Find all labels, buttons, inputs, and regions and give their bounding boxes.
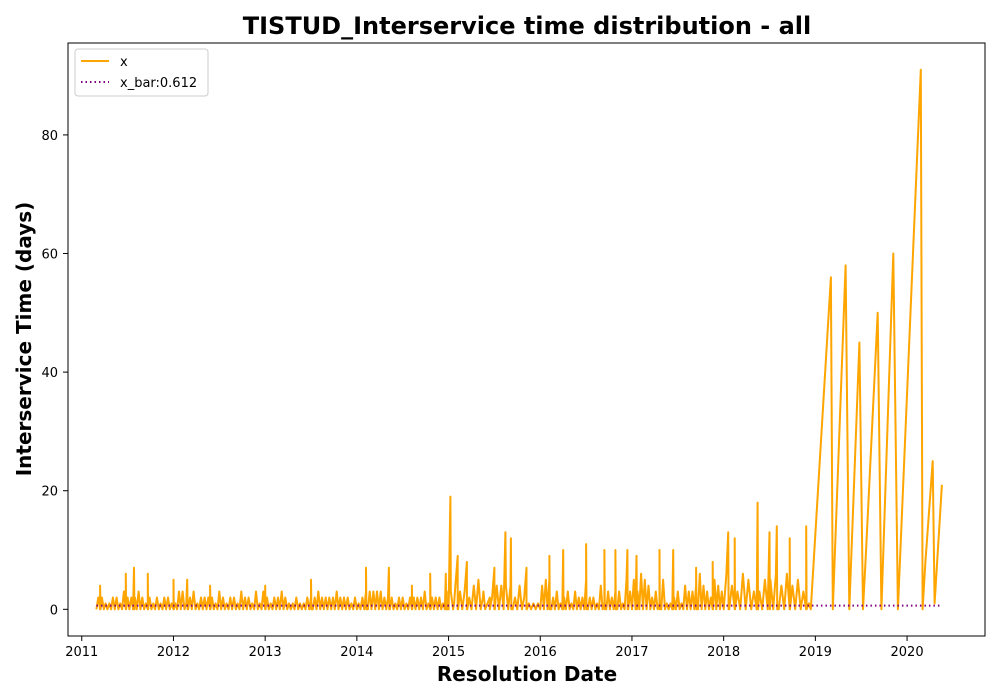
x-tick-label: 2017 — [615, 645, 648, 660]
series-x-line — [95, 68, 943, 611]
chart-title: TISTUD_Interservice time distribution - … — [243, 12, 812, 40]
x-tick-label: 2018 — [707, 645, 740, 660]
legend-label-x-bar: x_bar:0.612 — [120, 76, 197, 91]
legend-label-x: x — [120, 55, 128, 70]
series-layer — [95, 68, 943, 611]
y-tick-label: 0 — [50, 603, 58, 618]
y-tick-label: 20 — [41, 485, 58, 500]
x-tick-label: 2015 — [432, 645, 465, 660]
x-tick-label: 2019 — [799, 645, 832, 660]
plot-frame — [67, 42, 986, 637]
x-tick-label: 2012 — [157, 645, 190, 660]
x-tick-label: 2013 — [249, 645, 282, 660]
x-tick-label: 2016 — [524, 645, 557, 660]
x-axis-label: Resolution Date — [437, 662, 617, 686]
y-axis-label: Interservice Time (days) — [12, 202, 36, 477]
y-tick-label: 80 — [41, 129, 58, 144]
x-tick-label: 2011 — [65, 645, 98, 660]
y-axis: 0 20 40 60 80 — [41, 129, 68, 618]
plot-area — [95, 68, 943, 611]
x-tick-label: 2014 — [340, 645, 373, 660]
x-tick-label: 2020 — [891, 645, 924, 660]
legend: x x_bar:0.612 — [74, 48, 209, 97]
x-axis: 2011 2012 2013 2014 2015 2016 2017 2018 2019 2020 — [65, 636, 924, 660]
y-tick-label: 60 — [41, 248, 58, 263]
y-tick-label: 40 — [41, 366, 58, 381]
